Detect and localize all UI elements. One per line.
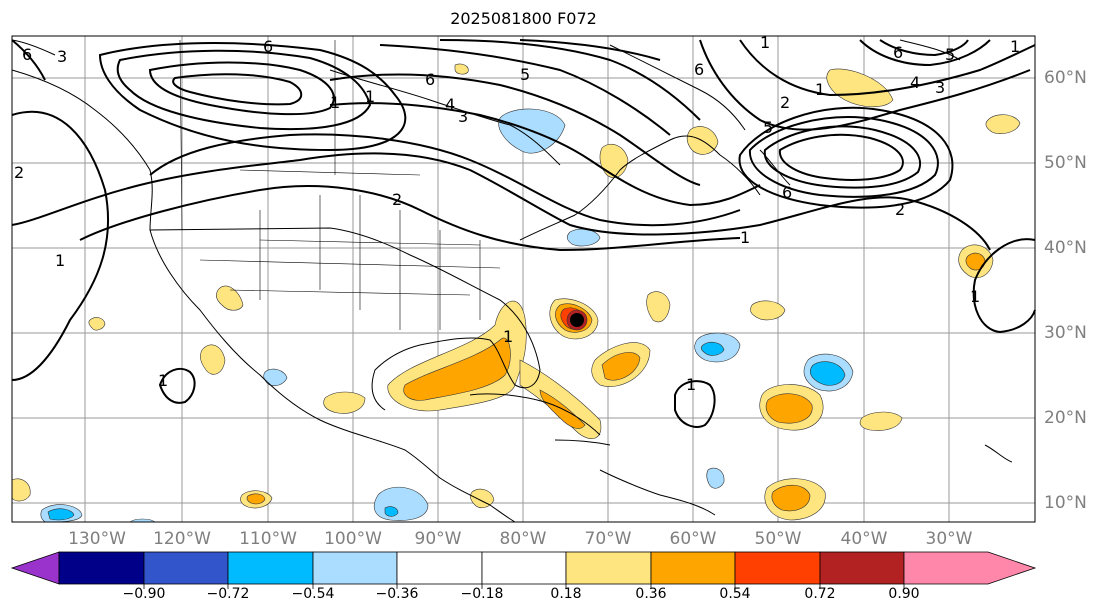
colorbar-extend-low [10, 551, 60, 585]
contour-label: 6 [694, 60, 704, 79]
coastlines [11, 39, 1013, 523]
colorbar-tick-label: −0.36 [375, 586, 419, 602]
colorbar-tick-label: −0.72 [206, 586, 250, 602]
positive-anomaly-areas [11, 63, 1021, 521]
colorbar-tick-label: −0.18 [460, 586, 504, 602]
colorbar-tick-label: −0.54 [291, 586, 335, 602]
colorbar-bin [143, 551, 229, 585]
contour-label: 3 [57, 47, 67, 66]
colorbar-bin [481, 551, 567, 585]
colorbar-bin [734, 551, 821, 585]
latitude-label: 50°N [1044, 153, 1087, 173]
contour-label: 2 [895, 200, 905, 219]
contour-labels: 6 3 6 6 5 4 3 1 1 2 2 1 1 1 1 1 1 6 1 2 … [14, 33, 1020, 394]
longitude-label: 90°W [414, 529, 462, 549]
colorbar-tick-label: 0.36 [635, 586, 667, 602]
longitude-label: 100°W [324, 529, 382, 549]
contour-label: 5 [520, 65, 530, 84]
state-borders [179, 39, 501, 330]
contour-label: 1 [760, 33, 770, 52]
colorbar-bin [58, 551, 145, 585]
contour-label: 5 [763, 118, 773, 137]
contour-label: 1 [815, 80, 825, 99]
colorbar-tick-label: 0.90 [888, 586, 920, 602]
contour-label: 3 [935, 78, 945, 97]
longitude-label: 70°W [584, 529, 632, 549]
colorbar-tick-label: 0.72 [804, 586, 836, 602]
colorbar-bin [227, 551, 314, 585]
contour-label: 2 [780, 93, 790, 112]
contour-label: 5 [945, 45, 955, 64]
longitude-label: 80°W [499, 529, 547, 549]
map-frame [11, 35, 1036, 523]
longitude-label: 40°W [840, 529, 888, 549]
map-title: 2025081800 F072 [450, 9, 597, 28]
latitude-label: 20°N [1044, 408, 1087, 428]
colorbar-tick-label: 0.54 [719, 586, 751, 602]
storm-center [570, 313, 584, 327]
colorbar-bin [312, 551, 398, 585]
latitude-label: 10°N [1044, 493, 1087, 513]
contour-label: 1 [365, 87, 375, 106]
colorbar-extend-high [903, 551, 1037, 585]
contour-label: 4 [445, 95, 455, 114]
longitude-label: 50°W [754, 529, 802, 549]
negative-anomaly-areas [40, 108, 854, 523]
contour-label: 2 [392, 190, 402, 209]
contour-label: 6 [425, 70, 435, 89]
contour-label: 1 [740, 228, 750, 247]
contour-label: 6 [782, 183, 792, 202]
colorbar-bin [819, 551, 905, 585]
longitude-label: 110°W [239, 529, 297, 549]
contour-label: 1 [970, 287, 980, 306]
colorbar-bin [565, 551, 652, 585]
latitude-label: 60°N [1044, 68, 1087, 88]
contour-label: 1 [1010, 37, 1020, 56]
longitude-label: 60°W [669, 529, 717, 549]
latitude-label: 30°N [1044, 323, 1087, 343]
colorbar-bin [650, 551, 736, 585]
contour-label: 6 [893, 43, 903, 62]
contour-lines [11, 39, 1036, 428]
colorbar-tick-label: 0.18 [550, 586, 582, 602]
contour-label: 1 [330, 93, 340, 112]
longitude-label: 120°W [153, 529, 211, 549]
contour-label: 2 [14, 163, 24, 182]
contour-label: 6 [22, 45, 32, 64]
colorbar-tick-label: −0.90 [122, 586, 166, 602]
contour-label: 1 [503, 327, 513, 346]
longitude-label: 30°W [925, 529, 973, 549]
contour-label: 4 [910, 73, 920, 92]
contour-label: 1 [158, 371, 168, 390]
longitude-label: 130°W [68, 529, 126, 549]
colorbar-bin [396, 551, 483, 585]
contour-label: 1 [686, 375, 696, 394]
contour-label: 1 [55, 251, 65, 270]
colorbar [10, 551, 1037, 589]
latitude-label: 40°N [1044, 238, 1087, 258]
contour-label: 3 [458, 107, 468, 126]
contour-label: 6 [263, 37, 273, 56]
